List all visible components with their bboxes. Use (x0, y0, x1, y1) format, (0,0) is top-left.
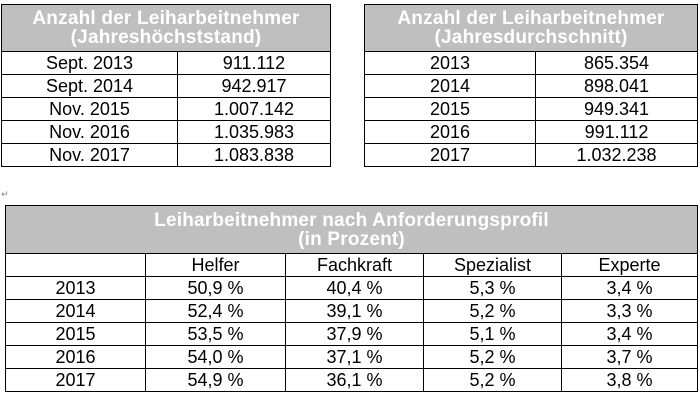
profile-helfer-cell: 54,0 % (145, 345, 286, 369)
profile-spezialist-cell: 5,2 % (423, 345, 562, 369)
peak-table-header-row: Anzahl der Leiharbeitnehmer (Jahreshöchs… (0, 4, 332, 52)
profile-fachkraft-cell: 36,1 % (285, 368, 424, 392)
average-year-cell: 2015 (364, 97, 536, 121)
table-row: 2016 54,0 % 37,1 % 5,2 % 3,7 % (5, 345, 699, 369)
profile-experte-cell: 3,4 % (560, 322, 699, 346)
profile-year-cell: 2017 (5, 368, 146, 392)
table-row: 2013 865.354 (364, 51, 699, 75)
profile-year-cell: 2014 (5, 299, 146, 323)
profile-spezialist-cell: 5,3 % (423, 276, 562, 300)
peak-value-cell: 1.007.142 (176, 97, 332, 121)
table-row: 2014 898.041 (364, 74, 699, 98)
profile-table-title-line2: (in Prozent) (298, 228, 405, 250)
table-row: Nov. 2016 1.035.983 (1, 120, 332, 144)
table-row: 2015 949.341 (364, 97, 699, 121)
average-value-cell: 991.112 (534, 120, 699, 144)
column-header-fachkraft: Fachkraft (285, 253, 424, 277)
profile-column-header-row: Helfer Fachkraft Spezialist Experte (5, 253, 699, 277)
peak-value-cell: 942.917 (176, 74, 332, 98)
peak-period-cell: Nov. 2016 (1, 120, 178, 144)
peak-value-cell: 1.035.983 (176, 120, 332, 144)
peak-period-cell: Sept. 2013 (1, 51, 178, 75)
paragraph-mark-icon: ↵ (1, 190, 9, 200)
profile-fachkraft-cell: 37,9 % (285, 322, 424, 346)
average-table-header-row: Anzahl der Leiharbeitnehmer (Jahresdurch… (363, 4, 699, 52)
profile-helfer-cell: 53,5 % (145, 322, 286, 346)
peak-period-cell: Nov. 2017 (1, 143, 178, 167)
profile-year-cell: 2015 (5, 322, 146, 346)
peak-period-cell: Sept. 2014 (1, 74, 178, 98)
table-row: Nov. 2017 1.083.838 (1, 143, 332, 167)
average-table-title-line2: (Jahresdurchschnitt) (434, 27, 628, 48)
profile-experte-cell: 3,8 % (560, 368, 699, 392)
profile-table: Leiharbeitnehmer nach Anforderungsprofil… (4, 205, 699, 392)
profile-table-header-row: Leiharbeitnehmer nach Anforderungsprofil… (4, 205, 699, 254)
average-year-cell: 2016 (364, 120, 536, 144)
profile-experte-cell: 3,7 % (560, 345, 699, 369)
average-table-title: Anzahl der Leiharbeitnehmer (Jahresdurch… (363, 4, 699, 52)
average-year-cell: 2014 (364, 74, 536, 98)
profile-fachkraft-cell: 37,1 % (285, 345, 424, 369)
profile-experte-cell: 3,4 % (560, 276, 699, 300)
profile-fachkraft-cell: 39,1 % (285, 299, 424, 323)
average-value-cell: 949.341 (534, 97, 699, 121)
profile-year-cell: 2013 (5, 276, 146, 300)
profile-helfer-cell: 50,9 % (145, 276, 286, 300)
average-year-cell: 2017 (364, 143, 536, 167)
profile-spezialist-cell: 5,2 % (423, 299, 562, 323)
table-row: 2014 52,4 % 39,1 % 5,2 % 3,3 % (5, 299, 699, 323)
peak-period-cell: Nov. 2015 (1, 97, 178, 121)
average-value-cell: 865.354 (534, 51, 699, 75)
profile-table-title: Leiharbeitnehmer nach Anforderungsprofil… (4, 205, 699, 254)
table-row: Sept. 2014 942.917 (1, 74, 332, 98)
average-value-cell: 1.032.238 (534, 143, 699, 167)
table-row: 2015 53,5 % 37,9 % 5,1 % 3,4 % (5, 322, 699, 346)
table-row: Sept. 2013 911.112 (1, 51, 332, 75)
profile-helfer-cell: 54,9 % (145, 368, 286, 392)
peak-table-title-line1: Anzahl der Leiharbeitnehmer (32, 8, 300, 29)
column-header-experte: Experte (560, 253, 699, 277)
table-row: 2017 1.032.238 (364, 143, 699, 167)
profile-fachkraft-cell: 40,4 % (285, 276, 424, 300)
average-year-cell: 2013 (364, 51, 536, 75)
profile-table-title-line1: Leiharbeitnehmer nach Anforderungsprofil (154, 209, 549, 231)
profile-helfer-cell: 52,4 % (145, 299, 286, 323)
table-row: Nov. 2015 1.007.142 (1, 97, 332, 121)
column-header-empty (5, 253, 146, 277)
peak-table: Anzahl der Leiharbeitnehmer (Jahreshöchs… (0, 4, 332, 167)
table-row: 2013 50,9 % 40,4 % 5,3 % 3,4 % (5, 276, 699, 300)
table-row: 2017 54,9 % 36,1 % 5,2 % 3,8 % (5, 368, 699, 392)
average-table-title-line1: Anzahl der Leiharbeitnehmer (397, 8, 665, 29)
column-header-spezialist: Spezialist (423, 253, 562, 277)
peak-table-title: Anzahl der Leiharbeitnehmer (Jahreshöchs… (0, 4, 332, 52)
peak-value-cell: 1.083.838 (176, 143, 332, 167)
average-value-cell: 898.041 (534, 74, 699, 98)
peak-value-cell: 911.112 (176, 51, 332, 75)
column-header-helfer: Helfer (145, 253, 286, 277)
profile-experte-cell: 3,3 % (560, 299, 699, 323)
profile-spezialist-cell: 5,1 % (423, 322, 562, 346)
average-table: Anzahl der Leiharbeitnehmer (Jahresdurch… (363, 4, 699, 167)
table-row: 2016 991.112 (364, 120, 699, 144)
profile-year-cell: 2016 (5, 345, 146, 369)
profile-spezialist-cell: 5,2 % (423, 368, 562, 392)
peak-table-title-line2: (Jahreshöchststand) (70, 27, 262, 48)
